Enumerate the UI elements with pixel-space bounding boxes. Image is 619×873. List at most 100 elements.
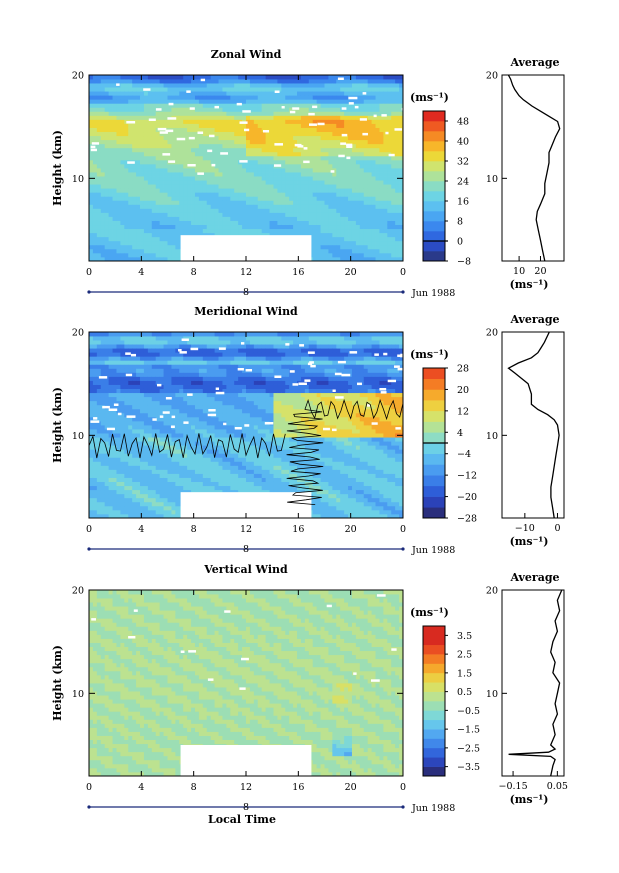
heatmap-cell	[206, 123, 212, 128]
colorbar-tick-label: 0	[457, 237, 463, 248]
heatmap-cell	[112, 83, 117, 88]
heatmap-cell	[320, 176, 325, 181]
heatmap-cell	[226, 147, 231, 153]
heatmap-cell	[175, 204, 180, 209]
heatmap-cell	[387, 176, 392, 181]
heatmap-cell	[214, 228, 219, 234]
heatmap-cell	[289, 83, 294, 88]
heatmap-cell	[96, 143, 102, 149]
heatmap-cell	[300, 200, 306, 205]
heatmap-cell	[89, 135, 94, 141]
heatmap-cell	[363, 204, 369, 209]
heatmap-cell	[202, 200, 208, 205]
heatmap-cell	[159, 155, 164, 161]
heatmap-cell	[183, 489, 188, 495]
heatmap-cell	[128, 481, 133, 487]
heatmap-cell	[143, 143, 149, 149]
heatmap-cell	[230, 151, 235, 157]
heatmap-cell	[171, 212, 176, 217]
heatmap-cell	[312, 91, 318, 96]
heatmap-cell	[375, 248, 380, 254]
heatmap-cell	[293, 103, 298, 108]
heatmap-cell	[265, 224, 270, 230]
heatmap-cell	[312, 256, 318, 262]
heatmap-cell	[300, 83, 306, 88]
heatmap-cell	[163, 336, 168, 341]
heatmap-cell	[238, 111, 243, 116]
heatmap-cell	[100, 143, 106, 149]
heatmap-cell	[100, 139, 106, 145]
heatmap-cell	[136, 501, 141, 507]
heatmap-cell	[96, 453, 102, 458]
heatmap-cell	[277, 212, 282, 217]
heatmap-cell	[336, 184, 341, 189]
heatmap-cell	[363, 240, 369, 246]
heatmap-cell	[367, 127, 373, 133]
heatmap-cell	[300, 139, 306, 145]
heatmap-cell	[391, 79, 396, 84]
heatmap-cell	[395, 115, 400, 120]
heatmap-cell	[155, 163, 161, 169]
heatmap-cell	[179, 376, 184, 381]
heatmap-cell	[151, 115, 157, 120]
heatmap-cell	[143, 127, 149, 133]
heatmap-cell	[375, 224, 380, 230]
heatmap-cell	[242, 192, 247, 197]
heatmap-cell	[269, 127, 274, 133]
heatmap-cell	[265, 103, 270, 108]
heatmap-cell	[171, 216, 176, 221]
heatmap-cell	[132, 228, 137, 234]
heatmap-cell	[332, 147, 337, 153]
heatmap-cell	[246, 103, 251, 108]
heatmap-cell	[191, 123, 196, 128]
heatmap-cell	[108, 429, 113, 434]
heatmap-cell	[136, 376, 141, 381]
heatmap-cell	[140, 404, 145, 410]
heatmap-cell	[253, 176, 259, 181]
heatmap-cell	[367, 212, 373, 217]
heatmap-cell	[375, 220, 380, 226]
heatmap-cell	[316, 184, 321, 189]
heatmap-cell	[116, 155, 121, 161]
heatmap-cell	[230, 131, 235, 137]
heatmap-cell	[371, 204, 376, 209]
heatmap-cell	[155, 513, 161, 519]
heatmap-cell	[293, 75, 298, 80]
heatmap-cell	[273, 139, 278, 145]
heatmap-cell	[104, 135, 110, 141]
heatmap-cell	[89, 220, 94, 226]
heatmap-cell	[136, 135, 141, 141]
heatmap-cell	[92, 336, 98, 341]
heatmap-cell	[222, 184, 227, 189]
heatmap-cell	[367, 192, 373, 197]
heatmap-cell	[143, 99, 149, 104]
heatmap-cell	[399, 196, 404, 201]
heatmap-cell	[277, 172, 282, 177]
heatmap-cell	[159, 473, 164, 478]
heatmap-cell	[222, 159, 227, 165]
heatmap-cell	[387, 192, 392, 197]
heatmap-cell	[277, 75, 282, 80]
heatmap-cell	[257, 208, 263, 213]
heatmap-cell	[183, 180, 188, 185]
heatmap-cell	[336, 176, 341, 181]
heatmap-cell	[273, 147, 278, 153]
heatmap-cell	[379, 216, 384, 221]
heatmap-cell	[96, 457, 102, 462]
heatmap-cell	[371, 143, 376, 149]
heatmap-cell	[116, 95, 121, 100]
heatmap-cell	[371, 168, 376, 173]
heatmap-cell	[191, 115, 196, 120]
heatmap-cell	[140, 135, 145, 141]
heatmap-cell	[387, 188, 392, 193]
heatmap-cell	[316, 123, 321, 128]
heatmap-cell	[108, 489, 113, 495]
heatmap-cell	[367, 99, 373, 104]
heatmap-cell	[175, 131, 180, 137]
heatmap-cell	[324, 79, 329, 84]
heatmap-cell	[194, 208, 200, 213]
heatmap-cell	[257, 155, 263, 161]
heatmap-cell	[375, 119, 380, 124]
heatmap-cell	[151, 252, 157, 258]
heatmap-cell	[163, 208, 168, 213]
